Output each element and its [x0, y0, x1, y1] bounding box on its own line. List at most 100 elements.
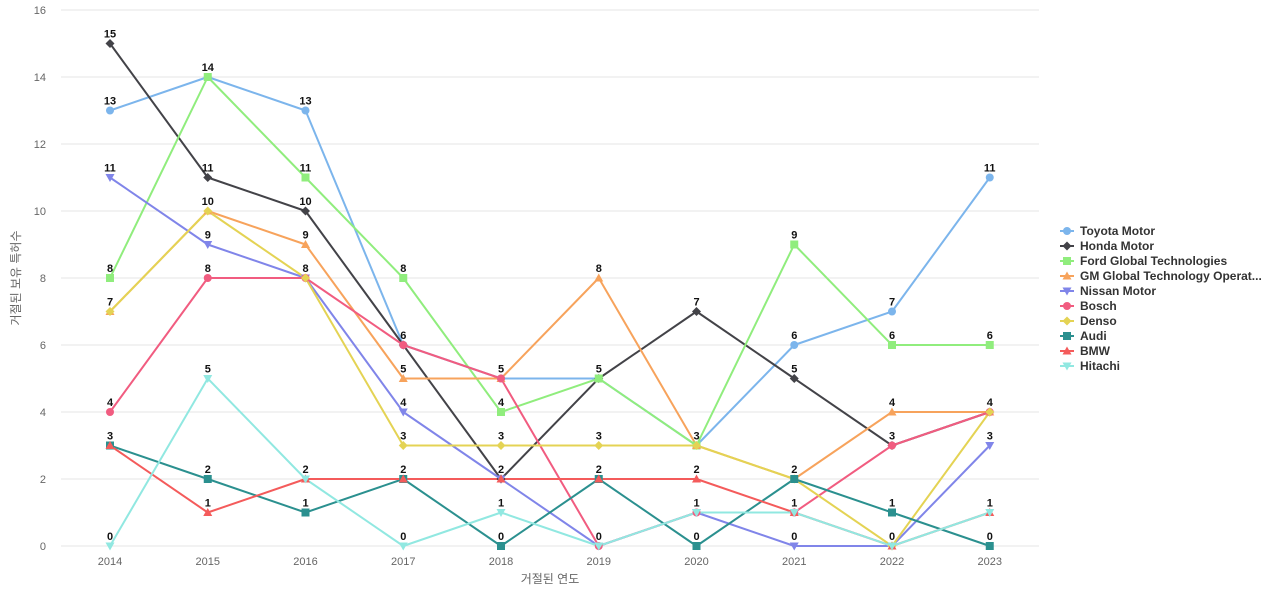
x-tick-label: 2017	[391, 556, 415, 568]
legend-item[interactable]: Honda Motor	[1060, 239, 1154, 253]
data-label: 0	[596, 531, 602, 543]
legend-label: Audi	[1080, 329, 1107, 343]
data-label: 8	[596, 263, 602, 275]
data-point-ford-global-technologies	[106, 274, 114, 282]
data-point-gm-global-technology-operat	[301, 240, 310, 248]
data-label: 2	[302, 464, 308, 476]
data-label: 5	[791, 364, 797, 376]
data-point-bmw	[398, 474, 408, 483]
legend-item[interactable]: GM Global Technology Operat...	[1060, 269, 1262, 283]
legend-symbol	[1063, 302, 1071, 310]
data-point-denso	[496, 441, 506, 450]
legend-symbol	[1063, 332, 1071, 340]
x-tick-label: 2019	[587, 556, 611, 568]
data-point-denso	[594, 441, 604, 450]
data-label: 2	[498, 464, 504, 476]
data-point-hitachi	[887, 542, 897, 551]
data-point-bmw	[692, 474, 701, 483]
y-tick-label: 12	[34, 139, 46, 151]
data-point-ford-global-technologies	[497, 408, 505, 416]
y-tick-label: 6	[40, 340, 46, 352]
data-point-nissan-motor	[203, 241, 213, 249]
legend-label: Nissan Motor	[1080, 284, 1156, 298]
x-axis-ticks: 2014 2015 2016 2017 2018 2019 2020 2021 2022 2023	[98, 556, 1002, 568]
legend-label: Toyota Motor	[1080, 224, 1155, 238]
data-point-gm-global-technology-operat	[594, 273, 604, 282]
data-point-audi	[301, 508, 310, 517]
data-point-ford-global-technologies	[594, 374, 603, 383]
data-point-bmw	[105, 441, 115, 449]
data-point-honda-motor	[301, 206, 310, 216]
data-label: 8	[302, 263, 308, 275]
data-point-gm-global-technology-operat	[398, 374, 408, 382]
data-label: 9	[205, 230, 211, 242]
x-tick-label: 2020	[684, 556, 708, 568]
data-label: 5	[596, 364, 602, 376]
data-label: 2	[693, 464, 699, 476]
data-label: 4	[987, 397, 994, 409]
legend-symbol	[1062, 241, 1072, 251]
data-point-hitachi	[985, 509, 995, 517]
legend-item[interactable]: Nissan Motor	[1060, 284, 1156, 298]
data-point-hitachi	[496, 509, 506, 517]
data-point-denso	[301, 273, 310, 283]
series-line-toyota-motor	[109, 76, 991, 447]
legend-item[interactable]: Denso	[1060, 314, 1117, 328]
data-label: 1	[693, 498, 699, 510]
y-tick-label: 8	[40, 273, 46, 285]
data-point-hitachi	[789, 509, 799, 517]
data-label: 4	[400, 397, 407, 409]
data-label: 10	[202, 196, 214, 208]
legend-symbol	[1062, 316, 1072, 326]
data-label: 0	[498, 531, 504, 543]
data-label: 6	[791, 330, 797, 342]
legend-label: Denso	[1080, 314, 1117, 328]
series-markers	[105, 39, 995, 551]
data-label: 0	[791, 531, 797, 543]
data-point-denso	[985, 407, 995, 417]
data-label: 10	[299, 196, 311, 208]
data-point-bosch	[497, 374, 505, 383]
legend-item[interactable]: Bosch	[1060, 299, 1117, 313]
legend-symbol	[1063, 257, 1071, 265]
legend-item[interactable]: Toyota Motor	[1060, 224, 1155, 238]
data-label: 3	[400, 431, 406, 443]
data-label: 6	[987, 330, 993, 342]
data-label: 1	[498, 498, 504, 510]
data-point-toyota-motor	[790, 341, 799, 349]
data-point-hitachi	[105, 542, 115, 551]
legend-item[interactable]: Audi	[1060, 329, 1107, 343]
legend-label: Ford Global Technologies	[1080, 254, 1227, 268]
data-label: 3	[596, 431, 602, 443]
data-label: 3	[889, 431, 895, 443]
legend-item[interactable]: Ford Global Technologies	[1060, 254, 1227, 268]
data-point-bmw	[594, 474, 604, 483]
legend-label: Hitachi	[1080, 359, 1120, 373]
series-line-denso	[109, 210, 991, 547]
data-point-nissan-motor	[789, 542, 799, 551]
data-label: 1	[889, 498, 895, 510]
data-label: 3	[498, 431, 504, 443]
data-point-ford-global-technologies	[301, 173, 310, 182]
y-tick-label: 2	[40, 474, 46, 486]
data-label: 0	[693, 531, 699, 543]
data-label: 6	[400, 330, 406, 342]
data-label: 5	[205, 364, 211, 376]
data-label: 4	[498, 397, 505, 409]
data-point-audi	[692, 542, 701, 550]
legend-item[interactable]: BMW	[1060, 344, 1111, 358]
data-point-denso	[105, 307, 115, 316]
data-label: 7	[693, 297, 699, 309]
data-point-ford-global-technologies	[399, 274, 408, 282]
data-point-bmw	[496, 474, 506, 483]
data-label: 7	[889, 297, 895, 309]
x-tick-label: 2014	[98, 556, 122, 568]
data-point-bosch	[203, 274, 212, 282]
legend-item[interactable]: Hitachi	[1060, 359, 1120, 373]
data-label: 9	[791, 230, 797, 242]
data-point-audi	[888, 508, 896, 517]
series-line-ford-global-technologies	[109, 76, 991, 447]
y-axis-title: 거절된 보유 특허수	[9, 231, 23, 326]
